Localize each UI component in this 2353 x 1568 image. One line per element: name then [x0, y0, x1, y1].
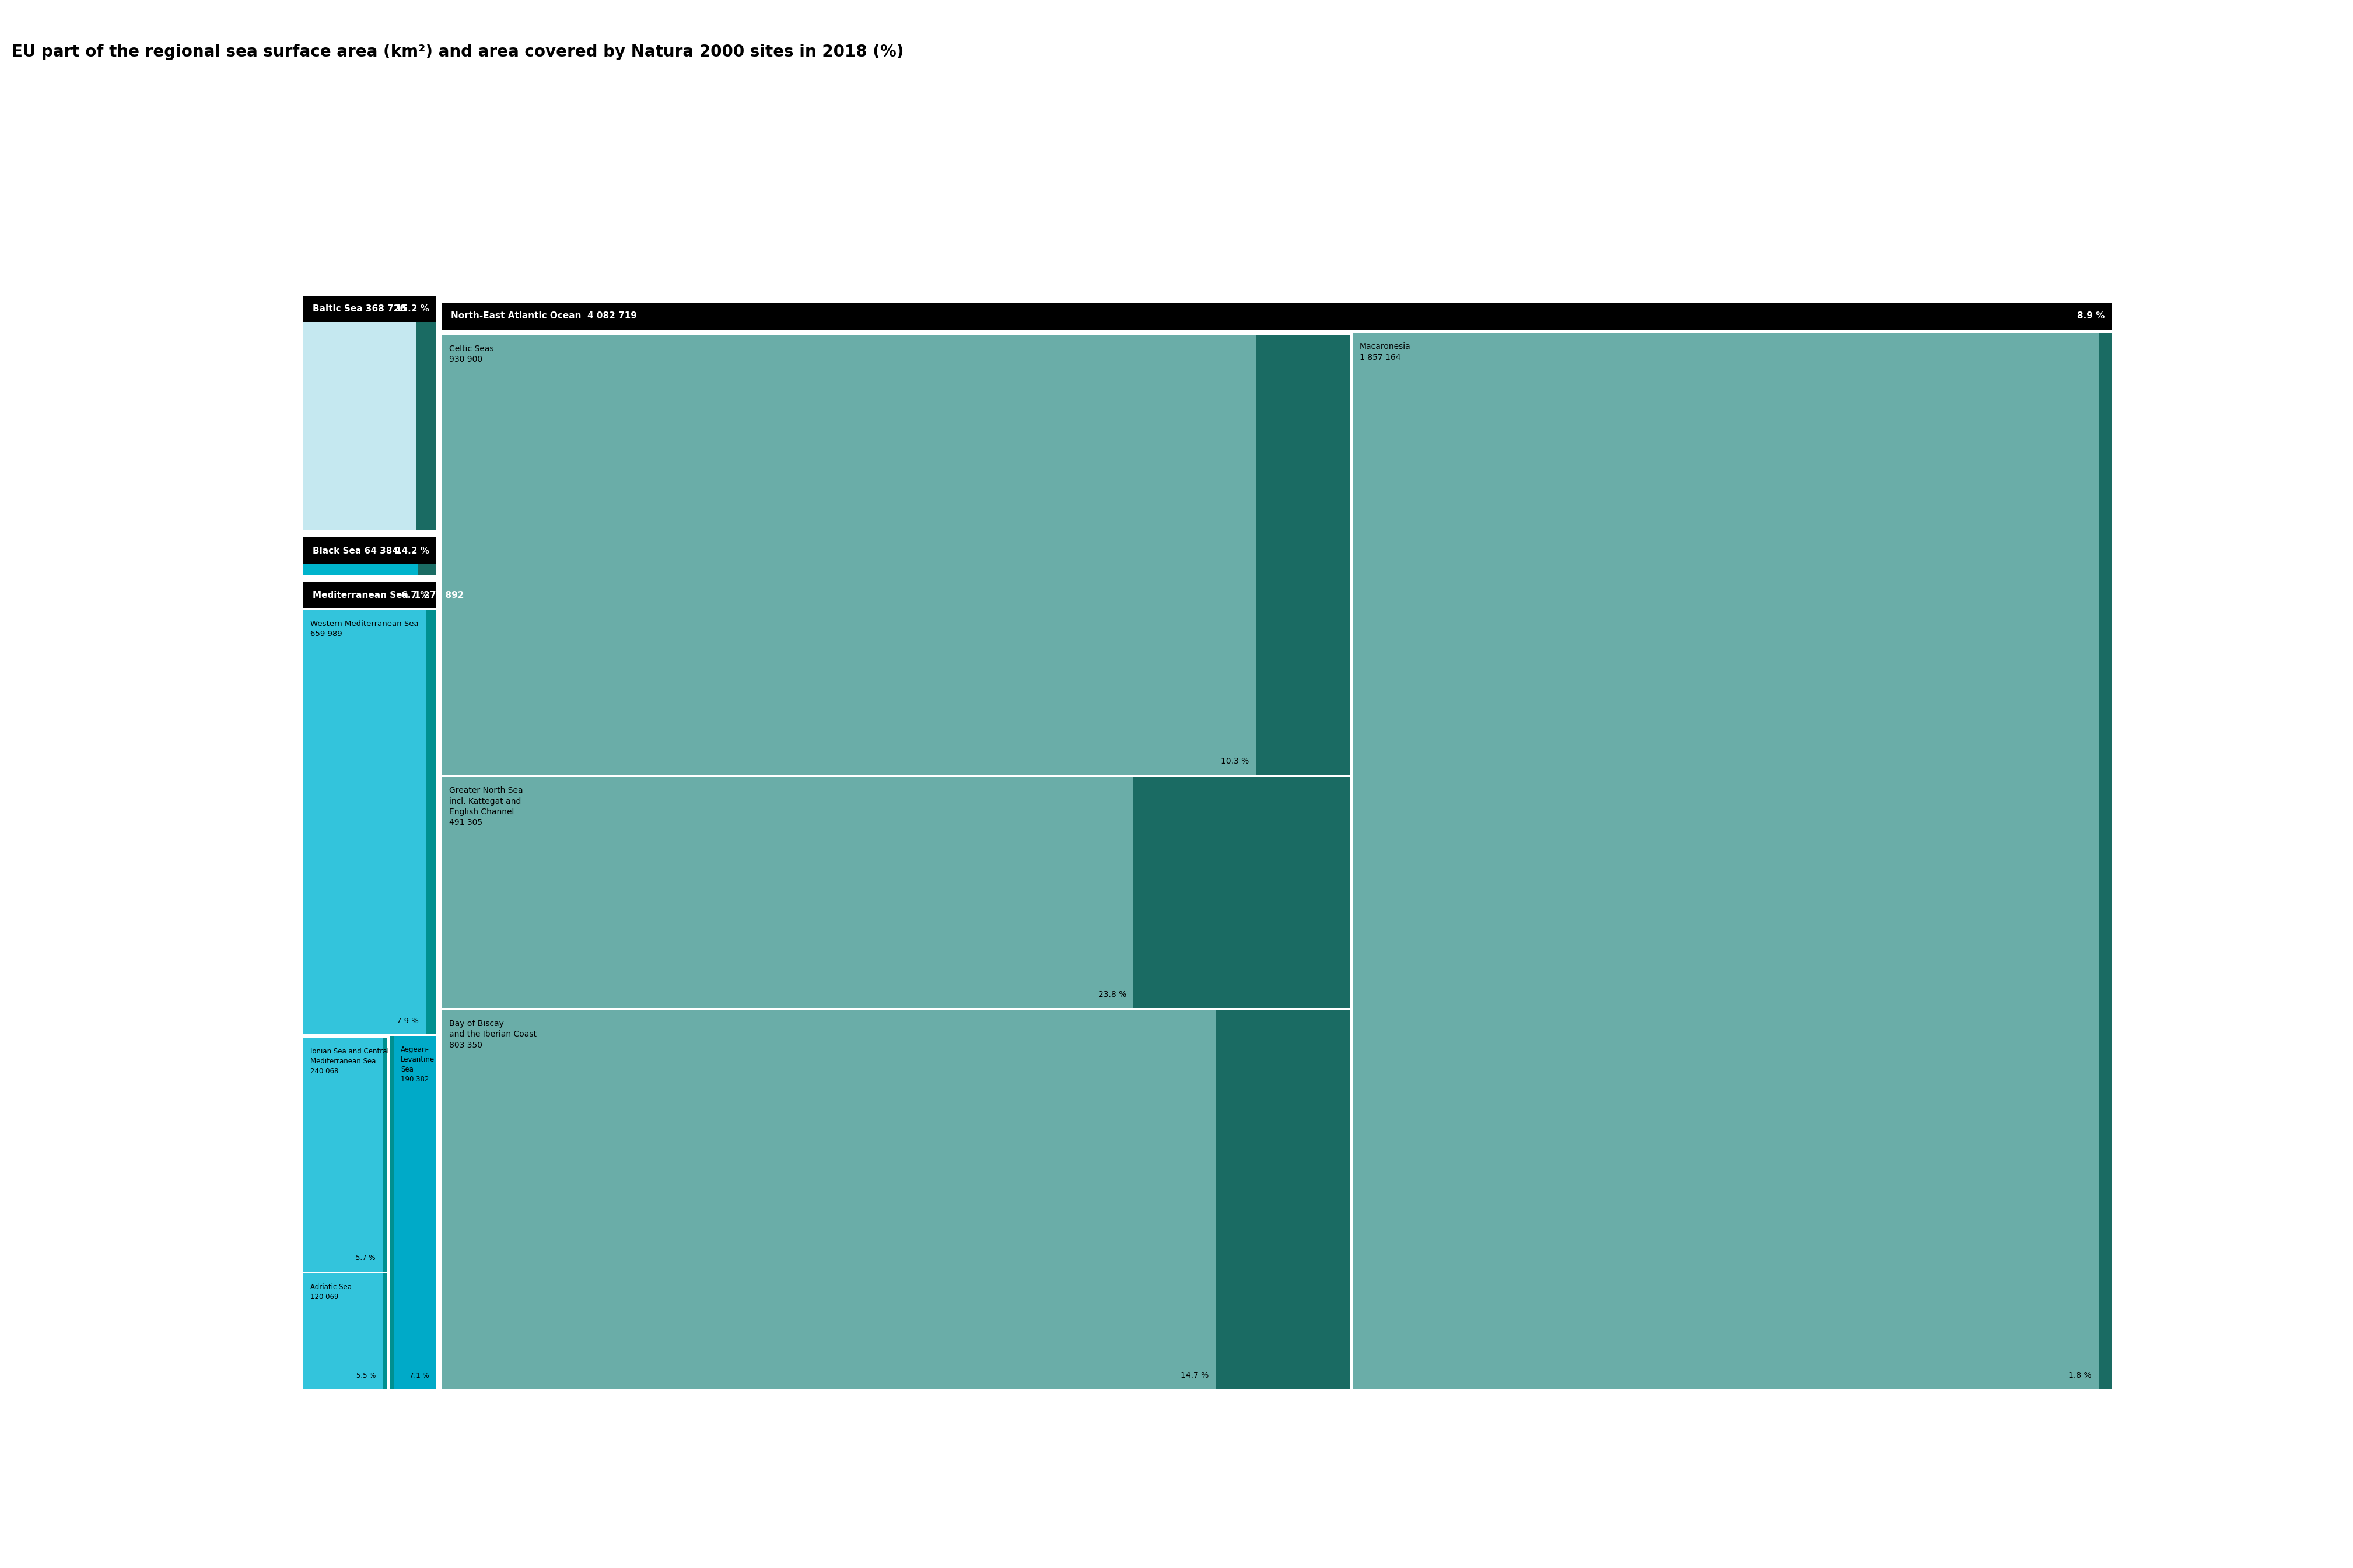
Bar: [304, 538, 435, 564]
Text: 7.9 %: 7.9 %: [395, 1018, 419, 1024]
Bar: [442, 776, 1351, 1008]
Bar: [1217, 1010, 1351, 1389]
Bar: [442, 1010, 1351, 1389]
Bar: [384, 1273, 388, 1389]
Text: Bay of Biscay
and the Iberian Coast
803 350: Bay of Biscay and the Iberian Coast 803 …: [449, 1019, 536, 1049]
Bar: [442, 303, 2113, 329]
Text: Baltic Sea 368 720: Baltic Sea 368 720: [313, 304, 405, 314]
Bar: [304, 610, 435, 1035]
Text: 7.1 %: 7.1 %: [409, 1372, 428, 1380]
Bar: [416, 321, 435, 530]
Bar: [442, 336, 1351, 775]
Bar: [304, 1273, 388, 1389]
Bar: [426, 610, 435, 1035]
Bar: [304, 1038, 388, 1272]
Text: 5.7 %: 5.7 %: [355, 1254, 376, 1262]
Text: 5.5 %: 5.5 %: [355, 1372, 376, 1380]
Text: EU part of the regional sea surface area (km²) and area covered by Natura 2000 s: EU part of the regional sea surface area…: [12, 44, 904, 60]
Text: Western Mediterranean Sea
659 989: Western Mediterranean Sea 659 989: [311, 619, 419, 638]
Text: Black Sea 64 384: Black Sea 64 384: [313, 546, 398, 555]
Text: Greater North Sea
incl. Kattegat and
English Channel
491 305: Greater North Sea incl. Kattegat and Eng…: [449, 787, 522, 826]
Text: North-East Atlantic Ocean  4 082 719: North-East Atlantic Ocean 4 082 719: [452, 312, 638, 320]
Bar: [2099, 332, 2113, 1389]
Text: Aegean-
Levantine
Sea
190 382: Aegean- Levantine Sea 190 382: [400, 1046, 435, 1083]
Bar: [384, 1038, 388, 1272]
Bar: [304, 564, 435, 575]
Text: 15.2 %: 15.2 %: [395, 304, 428, 314]
Bar: [304, 296, 435, 321]
Text: Celtic Seas
930 900: Celtic Seas 930 900: [449, 345, 494, 364]
Text: 8.9 %: 8.9 %: [2078, 312, 2106, 320]
Text: 23.8 %: 23.8 %: [1099, 991, 1127, 999]
Text: 14.7 %: 14.7 %: [1181, 1372, 1209, 1380]
Text: 6.7 %: 6.7 %: [402, 591, 428, 599]
Bar: [416, 564, 435, 575]
Text: 10.3 %: 10.3 %: [1221, 757, 1249, 765]
Bar: [391, 1036, 435, 1389]
Text: Mediterranean Sea  1 274 892: Mediterranean Sea 1 274 892: [313, 591, 464, 599]
Bar: [304, 321, 435, 530]
Text: Ionian Sea and Central
Mediterranean Sea
240 068: Ionian Sea and Central Mediterranean Sea…: [311, 1047, 388, 1076]
Bar: [391, 1036, 393, 1389]
Bar: [304, 582, 435, 608]
Bar: [1134, 776, 1351, 1008]
Text: Macaronesia
1 857 164: Macaronesia 1 857 164: [1360, 343, 1412, 362]
Text: 14.2 %: 14.2 %: [395, 546, 428, 555]
Text: Adriatic Sea
120 069: Adriatic Sea 120 069: [311, 1283, 353, 1300]
Text: 1.8 %: 1.8 %: [2068, 1372, 2092, 1380]
Bar: [1353, 332, 2113, 1389]
Bar: [1257, 336, 1351, 775]
